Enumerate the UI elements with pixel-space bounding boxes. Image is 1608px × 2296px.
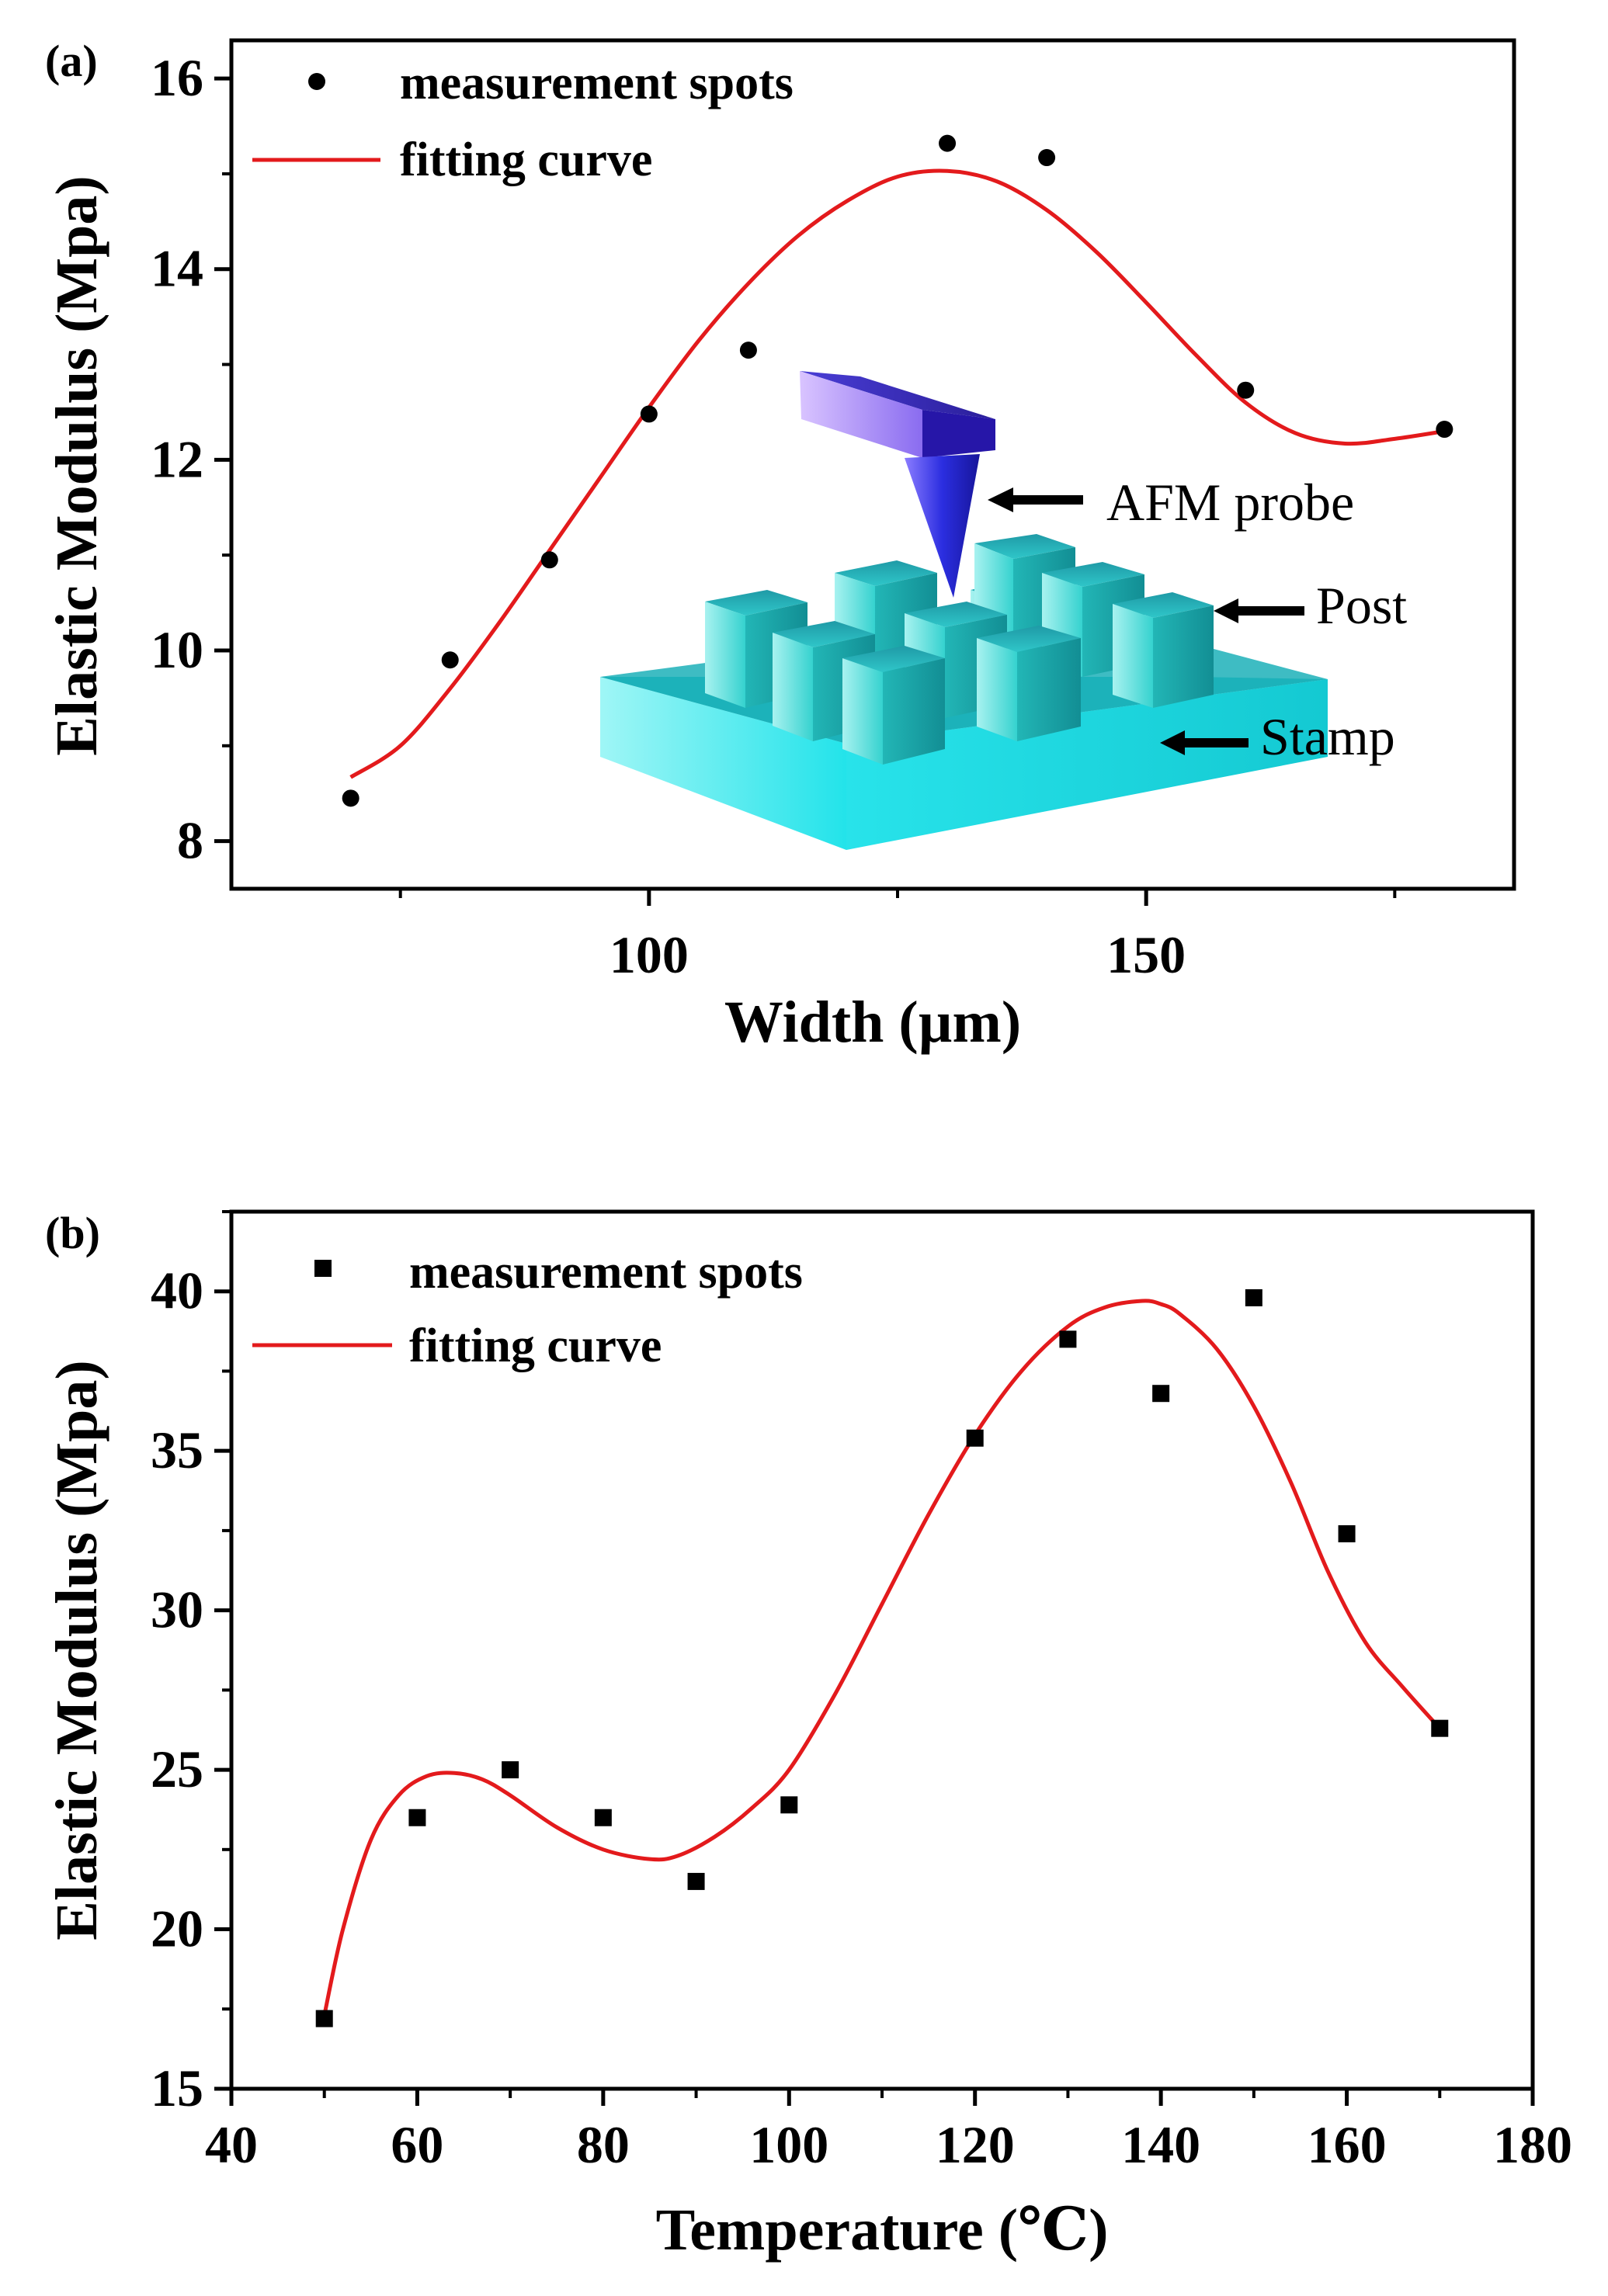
data-point bbox=[1152, 1385, 1170, 1403]
post-label: Post bbox=[1316, 576, 1407, 635]
data-point bbox=[687, 1872, 705, 1890]
data-point bbox=[640, 405, 658, 423]
x-tick-label: 100 bbox=[610, 925, 689, 984]
x-axis-title: Temperature (℃) bbox=[656, 2197, 1109, 2263]
stamp-label: Stamp bbox=[1260, 707, 1395, 766]
x-tick-label: 80 bbox=[577, 2115, 630, 2174]
data-point bbox=[1431, 1719, 1449, 1737]
y-tick-label: 14 bbox=[151, 239, 203, 298]
data-point bbox=[1245, 1288, 1262, 1306]
panel-b-ticks: 40 60 80 100 120 140 160 180 15 20 25 30 35 40 bbox=[151, 1210, 1572, 2174]
stamp-arrow bbox=[1160, 730, 1249, 755]
data-point bbox=[502, 1761, 519, 1779]
probe-top bbox=[800, 371, 995, 419]
legend-marker-circle bbox=[308, 73, 325, 90]
x-tick-label: 150 bbox=[1106, 925, 1186, 984]
data-point bbox=[1338, 1525, 1356, 1543]
x-tick-label: 140 bbox=[1121, 2115, 1200, 2174]
plot-frame bbox=[229, 1209, 1535, 2091]
x-tick-label: 60 bbox=[391, 2115, 443, 2174]
panel-b: (b) 40 60 80 100 120 140 160 180 15 20 25 30 35 40 me… bbox=[44, 1208, 1572, 2263]
y-tick-label: 20 bbox=[151, 1899, 203, 1958]
panel-b-label: (b) bbox=[45, 1208, 100, 1258]
legend-entry-measurement: measurement spots bbox=[400, 57, 794, 109]
data-point bbox=[1237, 381, 1255, 399]
probe-arrow bbox=[988, 487, 1083, 512]
y-tick-label: 30 bbox=[151, 1580, 203, 1639]
y-tick-label: 25 bbox=[151, 1739, 203, 1798]
x-tick-label: 40 bbox=[205, 2115, 258, 2174]
probe-front bbox=[800, 371, 922, 458]
stamp-front bbox=[600, 677, 846, 850]
data-point bbox=[739, 342, 757, 359]
x-tick-label: 160 bbox=[1308, 2115, 1387, 2174]
legend-entry-fitting: fitting curve bbox=[409, 1320, 662, 1372]
post bbox=[842, 646, 945, 765]
probe-side bbox=[922, 410, 995, 458]
measurement-points bbox=[342, 134, 1453, 807]
measurement-points bbox=[315, 1288, 1449, 2027]
x-tick-label: 120 bbox=[936, 2115, 1015, 2174]
data-point bbox=[780, 1796, 798, 1814]
x-tick-label: 180 bbox=[1493, 2115, 1572, 2174]
post bbox=[1113, 592, 1214, 708]
y-tick-label: 35 bbox=[151, 1420, 203, 1479]
panel-a-ticks: 100 150 8 10 12 14 16 bbox=[151, 48, 1397, 984]
legend-marker-square bbox=[314, 1260, 332, 1277]
x-tick-label: 100 bbox=[749, 2115, 828, 2174]
legend-entry-measurement: measurement spots bbox=[409, 1246, 803, 1299]
data-point bbox=[594, 1809, 612, 1826]
data-point bbox=[315, 2010, 333, 2027]
legend-entry-fitting: fitting curve bbox=[400, 134, 652, 186]
y-tick-label: 15 bbox=[151, 2058, 203, 2117]
data-point bbox=[1059, 1330, 1077, 1348]
legend: measurement spots fitting curve bbox=[252, 1246, 803, 1372]
legend: measurement spots fitting curve bbox=[252, 57, 794, 186]
data-point bbox=[966, 1429, 984, 1447]
afm-inset: AFM probe Post Stamp bbox=[600, 371, 1407, 850]
y-axis-title: Elastic Modulus (Mpa) bbox=[44, 175, 109, 755]
stamp-right bbox=[846, 679, 1328, 850]
data-point bbox=[1038, 149, 1056, 167]
data-point bbox=[408, 1809, 426, 1826]
y-tick-label: 40 bbox=[151, 1261, 203, 1320]
post-arrow bbox=[1214, 598, 1304, 623]
data-point bbox=[939, 134, 957, 152]
data-point bbox=[540, 551, 558, 569]
y-tick-label: 10 bbox=[151, 620, 203, 679]
afm-tip bbox=[905, 454, 980, 598]
data-point bbox=[1436, 421, 1453, 439]
fitting-curve bbox=[349, 168, 1445, 779]
y-tick-label: 12 bbox=[151, 429, 203, 488]
post bbox=[977, 626, 1081, 741]
y-tick-label: 8 bbox=[177, 811, 203, 870]
data-point bbox=[342, 789, 359, 807]
y-axis-title: Elastic Modulus (Mpa) bbox=[44, 1360, 109, 1940]
data-point bbox=[441, 651, 459, 669]
x-axis-title: Width (µm) bbox=[724, 990, 1021, 1055]
panel-a-label: (a) bbox=[45, 36, 98, 86]
plot-frame bbox=[229, 38, 1516, 891]
y-tick-label: 16 bbox=[151, 48, 203, 107]
panel-a: (a) 100 150 8 10 12 14 16 bbox=[44, 36, 1516, 1055]
fitting-curve bbox=[322, 1299, 1442, 2017]
afm-probe-label: AFM probe bbox=[1106, 473, 1354, 532]
